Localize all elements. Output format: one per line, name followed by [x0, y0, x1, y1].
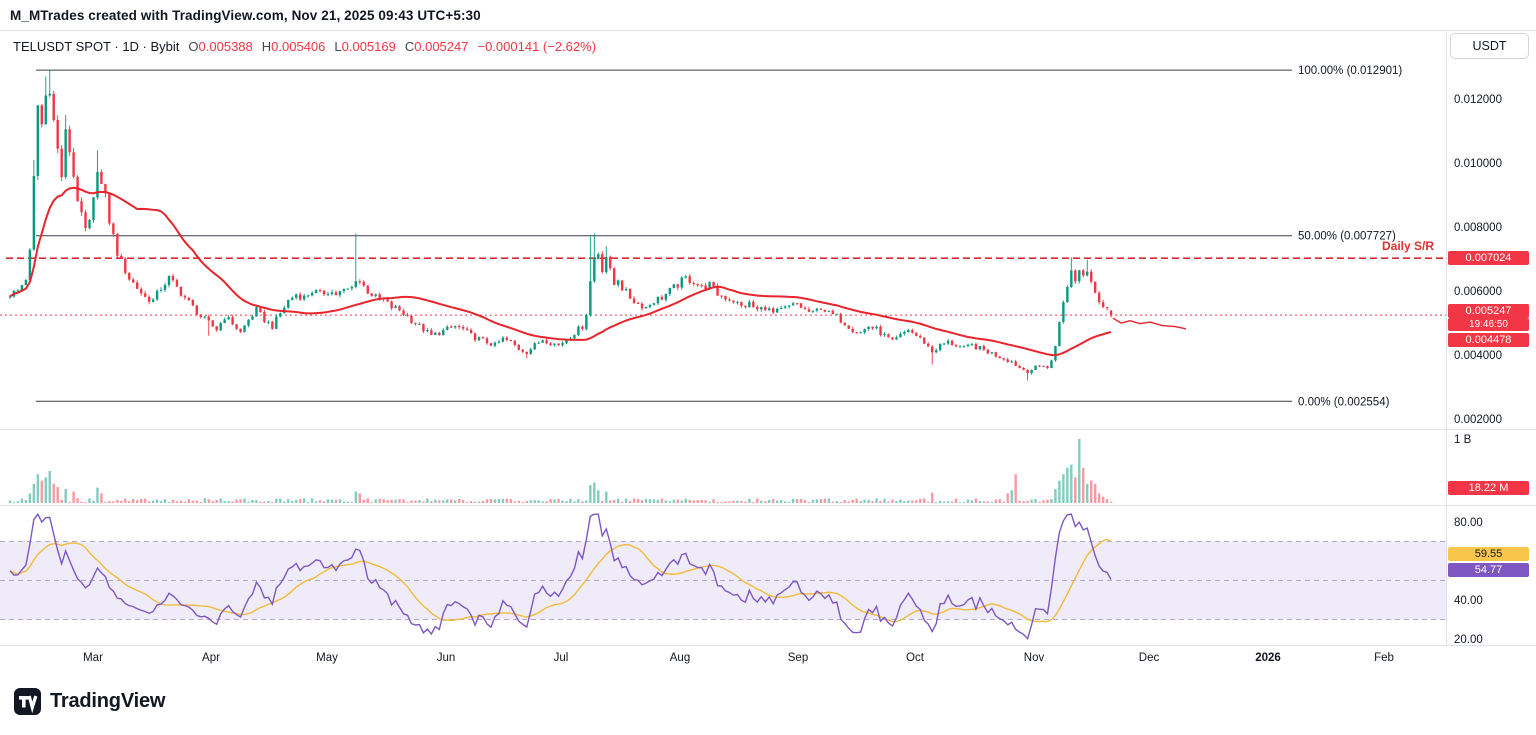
close-label: C: [404, 39, 415, 54]
rsi-tick-label: 20.00: [1454, 634, 1483, 646]
price-tick-label: 0.008000: [1454, 222, 1502, 234]
tradingview-logo-text: TradingView: [50, 690, 166, 712]
fib-label: 50.00% (0.007727): [1298, 231, 1396, 243]
rsi-tick-label: 40.00: [1454, 595, 1483, 607]
price-tick-label: 0.006000: [1454, 286, 1502, 298]
open-value: 0.005388: [198, 39, 253, 54]
rsi-value-badge: 54.77: [1448, 563, 1529, 577]
time-tick-label: Dec: [1139, 652, 1160, 664]
price-tick-label: 0.010000: [1454, 158, 1502, 170]
bar-countdown-badge: 19:46:50: [1448, 318, 1529, 331]
ohlc-open: O0.005388: [188, 39, 252, 54]
tradingview-logo[interactable]: TradingView: [14, 688, 165, 715]
high-label: H: [261, 39, 272, 54]
chart-timestamp-note: M_MTrades created with TradingView.com, …: [10, 8, 481, 23]
time-scale[interactable]: [0, 646, 1536, 676]
rsi-line[interactable]: [9, 512, 1112, 641]
low-label: L: [334, 39, 342, 54]
close-value: 0.005247: [414, 39, 469, 54]
fib-label: 0.00% (0.002554): [1298, 396, 1390, 408]
time-tick-label: Nov: [1024, 652, 1045, 664]
low-value: 0.005169: [341, 39, 396, 54]
rsi-tick-label: 80.00: [1454, 517, 1483, 529]
rsi-pane: [9, 512, 1112, 641]
volume-value-badge: 18.22 M: [1448, 481, 1529, 495]
daily-sr-label: Daily S/R: [1382, 239, 1434, 253]
time-tick-label: 2026: [1255, 652, 1281, 664]
ohlc-low: L0.005169: [334, 39, 395, 54]
rsi-ma-line[interactable]: [9, 538, 1112, 623]
open-label: O: [188, 39, 199, 54]
currency-toggle-button[interactable]: USDT: [1450, 33, 1529, 59]
ohlc-close: C0.005247: [405, 39, 469, 54]
volume-bars: [8, 439, 1113, 504]
ma-line[interactable]: [9, 186, 1112, 357]
change-value: −0.000141 (−2.62%): [477, 39, 597, 54]
time-tick-label: May: [316, 652, 338, 664]
ohlc-high: H0.005406: [262, 39, 326, 54]
time-tick-label: Oct: [906, 652, 925, 664]
last-price-badge: 0.005247: [1448, 304, 1529, 318]
time-tick-label: Jun: [437, 652, 456, 664]
time-tick-label: Jul: [554, 652, 569, 664]
daily-sr-price-badge: 0.007024: [1448, 251, 1529, 265]
candles-layer: [8, 70, 1187, 381]
chart-legend: TELUSDT SPOT · 1D · Bybit O0.005388 H0.0…: [13, 39, 596, 54]
time-tick-label: Mar: [83, 652, 103, 664]
time-tick-label: Sep: [788, 652, 808, 664]
time-tick-label: Aug: [670, 652, 690, 664]
high-value: 0.005406: [271, 39, 326, 54]
time-tick-label: Apr: [202, 652, 220, 664]
fib-label: 100.00% (0.012901): [1298, 65, 1402, 77]
ma-value-badge: 0.004478: [1448, 333, 1529, 347]
price-tick-label: 0.012000: [1454, 94, 1502, 106]
tradingview-logo-icon: [14, 688, 41, 715]
volume-tick-label: 1 B: [1454, 434, 1472, 446]
projection-drawing[interactable]: [1112, 317, 1187, 330]
rsi-ma-value-badge: 59.55: [1448, 547, 1529, 561]
time-tick-label: Feb: [1374, 652, 1394, 664]
price-tick-label: 0.002000: [1454, 414, 1502, 426]
symbol-title[interactable]: TELUSDT SPOT · 1D · Bybit: [13, 39, 180, 54]
price-tick-label: 0.004000: [1454, 350, 1502, 362]
